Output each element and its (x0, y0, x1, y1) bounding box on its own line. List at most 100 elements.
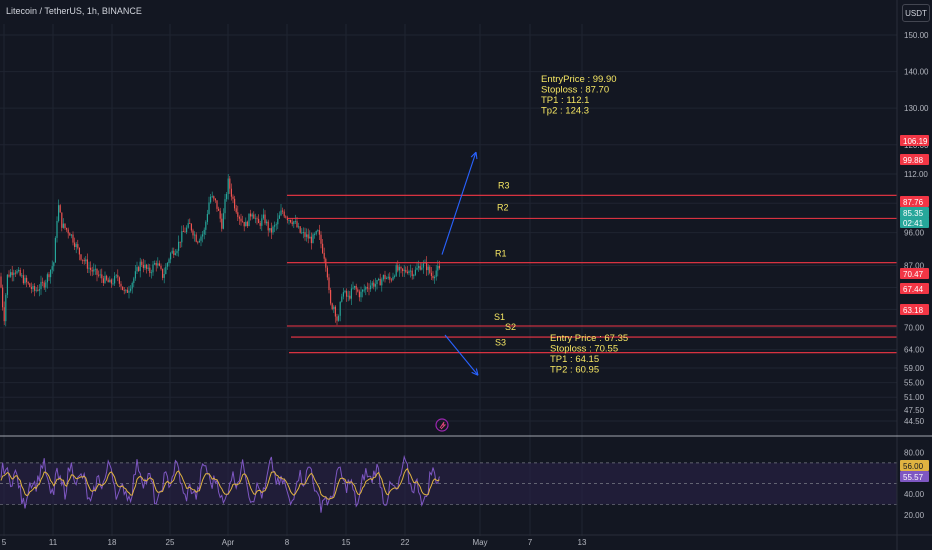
candle-body (418, 266, 420, 268)
candle-body (210, 196, 212, 203)
candle-body (16, 270, 18, 274)
candle-body (416, 267, 418, 270)
level-label: R2 (497, 202, 509, 212)
y-tick-label: 140.00 (904, 68, 929, 77)
candle-body (170, 253, 172, 260)
candle-body (26, 277, 28, 283)
candle-body (205, 221, 207, 230)
y-tick-label: 47.50 (904, 406, 925, 415)
price-label-text: 87.76 (903, 198, 924, 207)
candle-body (366, 287, 368, 289)
candle-body (38, 289, 40, 291)
candle-body (181, 231, 183, 243)
candle-body (360, 291, 362, 298)
replay-icon[interactable] (435, 418, 449, 432)
arrow-line (444, 334, 479, 376)
price-label-bg (900, 135, 929, 146)
candle-body (358, 291, 360, 298)
rsi-indicator (0, 454, 440, 513)
candle-body (152, 264, 154, 273)
candle-body (251, 214, 253, 217)
candle-body (299, 226, 301, 233)
candle-body (182, 231, 184, 232)
candle-body (117, 275, 119, 278)
price-label-text: 02:41 (903, 219, 924, 228)
candle-body (382, 274, 384, 280)
candle-body (379, 278, 381, 286)
candle-body (194, 234, 196, 236)
candle-body (277, 218, 279, 225)
candle-body (323, 252, 325, 259)
note-line: Tp2 : 124.3 (541, 106, 589, 117)
candle-body (435, 270, 437, 277)
candle-body (266, 221, 268, 224)
candle-body (184, 231, 186, 233)
candle-body (187, 223, 189, 228)
candle-body (371, 282, 373, 286)
candle-body (154, 263, 156, 265)
candle-body (390, 279, 392, 281)
candle-body (294, 221, 296, 222)
candle-body (35, 289, 37, 291)
candle-body (434, 276, 436, 279)
price-label-bg (900, 207, 929, 218)
price-label-bg (900, 283, 929, 294)
level-label: S2 (505, 322, 516, 332)
candle-body (125, 289, 127, 291)
candle-body (432, 276, 434, 279)
candle-body (94, 268, 96, 270)
candle-body (45, 282, 47, 288)
note-line: EntryPrice : 99.90 (541, 74, 617, 85)
candle-body (134, 271, 136, 279)
candle-body (234, 198, 236, 209)
candle-body (138, 267, 140, 271)
arrow-line (441, 151, 477, 255)
candle-body (362, 289, 364, 292)
currency-button[interactable]: USDT (902, 4, 930, 22)
candle-body (302, 232, 304, 233)
candle-body (174, 253, 176, 255)
candle-body (93, 269, 95, 272)
rsi-ma-line (0, 467, 440, 500)
candle-body (146, 264, 148, 269)
candle-body (282, 210, 284, 212)
candle-body (429, 266, 431, 273)
candle-body (267, 221, 269, 231)
candle-body (141, 261, 143, 265)
candle-body (46, 274, 48, 283)
candle-body (202, 234, 204, 237)
candle-body (318, 230, 320, 235)
x-tick-label: 13 (578, 538, 587, 547)
note-line: Stoploss : 87.70 (541, 85, 609, 96)
candle-body (270, 228, 272, 233)
candle-body (232, 196, 234, 199)
candle-body (190, 223, 192, 231)
candle-body (74, 242, 76, 247)
candle-body (214, 198, 216, 201)
arrow-head (475, 368, 479, 376)
candle-body (110, 279, 112, 284)
candle-body (421, 267, 423, 270)
rsi-tick-label: 80.00 (904, 448, 925, 457)
candle-body (242, 221, 244, 223)
candle-body (189, 223, 191, 224)
candle-body (75, 244, 77, 247)
level-label: R1 (495, 249, 507, 259)
y-tick-label: 59.00 (904, 364, 925, 373)
candle-body (139, 261, 141, 271)
candle-body (0, 276, 2, 288)
candle-body (384, 274, 386, 279)
candle-body (256, 218, 258, 220)
candle-body (312, 234, 314, 244)
candle-body (341, 296, 343, 302)
x-tick-label: 15 (342, 538, 351, 547)
candle-body (51, 266, 53, 270)
candle-body (414, 269, 416, 275)
candle-body (216, 200, 218, 209)
y-tick-label: 96.00 (904, 229, 925, 238)
candle-body (285, 216, 287, 218)
